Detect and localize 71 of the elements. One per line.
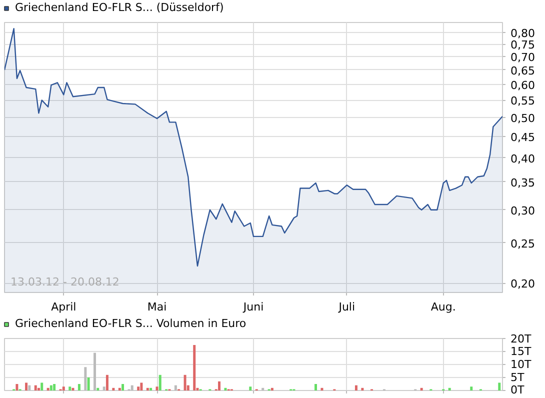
y-tick-label: 0,25 — [510, 237, 535, 250]
bar — [50, 385, 52, 390]
bar — [16, 384, 18, 390]
bar — [146, 388, 149, 390]
y-tick-label: 20T — [510, 332, 532, 346]
bar — [84, 367, 87, 390]
bar — [249, 386, 252, 390]
x-tick-label: Mai — [147, 300, 167, 314]
annotation: 13.03.12 - 20.08.12 — [10, 276, 120, 288]
bar — [96, 388, 100, 390]
bar — [184, 374, 186, 390]
bar — [94, 352, 96, 390]
bar — [224, 388, 227, 390]
y-tick-label: 0,20 — [510, 278, 535, 291]
bar — [78, 384, 80, 390]
y-tick-label: 0,35 — [510, 176, 535, 190]
y-tick-label: 0T — [510, 384, 524, 396]
bar — [174, 385, 177, 390]
bar — [102, 386, 106, 390]
bar — [46, 388, 50, 390]
bar — [156, 386, 158, 390]
y-tick-label: 5T — [510, 371, 524, 384]
y-tick-label: 0,45 — [510, 131, 535, 144]
x-tick-label: Aug. — [430, 300, 456, 314]
bar — [25, 382, 28, 390]
x-tick-label: April — [51, 300, 76, 314]
y-tick-label: 0,55 — [510, 94, 535, 108]
bar — [270, 388, 274, 390]
bar — [68, 386, 72, 390]
bar — [122, 384, 124, 390]
y-tick-label: 0,80 — [510, 26, 535, 40]
y-tick-label: 0,60 — [510, 78, 535, 92]
y-tick-label: 15T — [510, 345, 532, 358]
bar — [40, 382, 44, 390]
bar — [361, 388, 364, 390]
y-tick-label: 0,75 — [510, 38, 535, 52]
y-tick-label: 0,65 — [510, 64, 535, 78]
y-tick-label: 10T — [510, 358, 532, 371]
bar — [498, 382, 501, 390]
bar — [62, 386, 65, 390]
bar — [320, 388, 324, 390]
bar — [420, 388, 423, 390]
bar — [150, 388, 152, 390]
bar — [448, 388, 451, 390]
bar — [137, 386, 140, 390]
bar — [314, 384, 317, 390]
bar — [130, 385, 134, 390]
bar — [140, 382, 143, 390]
bar — [53, 384, 56, 390]
bar — [34, 385, 37, 390]
x-tick-label: Juni — [242, 300, 264, 314]
bar — [158, 374, 162, 390]
bar — [37, 388, 40, 390]
y-tick-label: 0,40 — [510, 152, 535, 166]
bar — [87, 378, 90, 390]
bar — [112, 388, 115, 390]
bar — [193, 345, 196, 390]
y-tick-label: 0,30 — [510, 204, 535, 218]
bar — [28, 385, 31, 390]
y-tick-label: 0,50 — [510, 112, 535, 125]
legend-label: Griechenland EO-FLR S... (Düsseldorf) — [15, 1, 224, 14]
bar — [354, 385, 358, 390]
bar — [262, 388, 264, 390]
x-tick-label: Juli — [338, 300, 356, 314]
bar — [218, 381, 221, 390]
bar — [118, 388, 121, 390]
y-tick-label: 0,70 — [510, 51, 535, 64]
bar — [72, 388, 74, 390]
legend-label: Griechenland EO-FLR S... Volumen in Euro — [15, 317, 246, 330]
bar — [470, 386, 473, 390]
bar — [106, 374, 108, 390]
